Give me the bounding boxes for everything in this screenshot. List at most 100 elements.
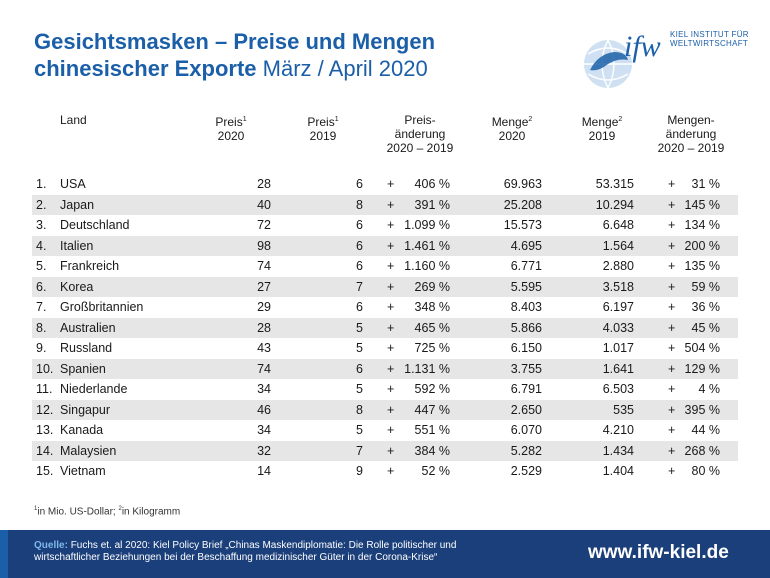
cell-land: Spanien	[60, 361, 106, 376]
table-row: 3. Deutschland 72 6 15.573 6.648 +1.099 % +134 …	[32, 215, 738, 235]
cell-preis2020: 74	[257, 259, 271, 273]
cell-mengeaend: 129 %	[684, 361, 720, 376]
cell-mengeaend: 504 %	[684, 341, 720, 355]
header-line: Preis	[215, 115, 243, 129]
logo-sub2: WELTWIRTSCHAFT	[670, 39, 749, 48]
header-menge2020: Menge2 2020	[476, 113, 548, 143]
footnote-sup2: 2	[118, 506, 122, 512]
cell-preis2020: 40	[257, 197, 271, 212]
cell-preis2019: 6	[356, 238, 363, 253]
cell-preis2019: 6	[356, 300, 363, 314]
cell-mengeaend: 45 %	[691, 320, 721, 335]
cell-menge2019: 2.880	[602, 259, 634, 273]
cell-preis2019: 6	[356, 218, 363, 232]
header-line: Menge	[581, 115, 619, 129]
cell-menge2020: 15.573	[503, 218, 542, 232]
cell-mengeaend: 59 %	[691, 279, 721, 294]
cell-preis2019: 6	[356, 259, 363, 273]
cell-rank: 6.	[36, 279, 47, 294]
table-row: 14. Malaysien 32 7 5.282 1.434 +384 % +268 %	[32, 440, 738, 461]
cell-preisaend: 447 %	[414, 402, 450, 417]
cell-menge2020: 2.650	[510, 402, 542, 417]
header-line: 2020 – 2019	[386, 141, 454, 155]
cell-preis2020: 46	[257, 402, 271, 417]
header-line: 2020	[498, 129, 526, 143]
header-line: änderung	[394, 127, 446, 141]
cell-rank: 2.	[36, 197, 47, 212]
cell-menge2019: 6.648	[602, 218, 634, 232]
website-link[interactable]: www.ifw-kiel.de	[588, 542, 729, 563]
cell-preis2019: 7	[356, 443, 363, 458]
cell-mengeaend: 31 %	[691, 177, 721, 191]
cell-mengeaend-sign: +	[668, 382, 676, 396]
cell-preis2020: 72	[257, 218, 271, 232]
cell-preis2019: 5	[356, 341, 363, 355]
ifw-globe-logo-icon: ifw	[584, 30, 661, 89]
header-sup: 1	[334, 116, 339, 123]
footnote: 1in Mio. US-Dollar; 2in Kilogramm	[34, 506, 180, 517]
cell-preisaend-sign: +	[387, 361, 395, 376]
cell-preisaend-sign: +	[387, 443, 395, 458]
cell-land: Kanada	[60, 423, 104, 437]
cell-menge2020: 5.595	[510, 279, 542, 294]
cell-preisaend: 384 %	[414, 443, 450, 458]
cell-preis2019: 6	[356, 361, 363, 376]
cell-land: Vietnam	[60, 464, 106, 478]
cell-mengeaend: 4 %	[698, 382, 720, 396]
header-preis2019: Preis1 2019	[292, 113, 354, 143]
cell-rank: 7.	[36, 300, 47, 314]
cell-menge2019: 10.294	[595, 197, 634, 212]
cell-preis2020: 34	[257, 382, 271, 396]
source-note: Quelle: Fuchs et. al 2020: Kiel Policy B…	[34, 540, 514, 564]
cell-mengeaend-sign: +	[668, 341, 676, 355]
cell-preisaend: 52 %	[421, 464, 451, 478]
cell-preis2019: 7	[356, 279, 363, 294]
cell-mengeaend-sign: +	[668, 464, 676, 478]
cell-menge2019: 1.434	[602, 443, 634, 458]
cell-preis2019: 8	[356, 197, 363, 212]
cell-mengeaend-sign: +	[668, 300, 676, 314]
cell-preisaend-sign: +	[387, 238, 395, 253]
title-subtitle: März / April 2020	[262, 56, 428, 81]
cell-mengeaend: 135 %	[684, 259, 720, 273]
header-line: Preis	[307, 115, 335, 129]
cell-preisaend-sign: +	[387, 177, 395, 191]
table-row: 6. Korea 27 7 5.595 3.518 +269 % +59 %	[32, 276, 738, 297]
cell-preisaend: 551 %	[414, 423, 450, 437]
cell-rank: 11.	[36, 382, 53, 396]
cell-preis2020: 34	[257, 423, 271, 437]
cell-menge2019: 3.518	[602, 279, 634, 294]
cell-preis2020: 27	[257, 279, 271, 294]
cell-preis2019: 5	[356, 320, 363, 335]
cell-preisaend-sign: +	[387, 341, 395, 355]
cell-menge2019: 535	[613, 402, 634, 417]
cell-preis2020: 14	[257, 464, 271, 478]
source-text: Fuchs et. al 2020: Kiel Policy Brief „Ch…	[34, 540, 457, 563]
cell-preis2020: 43	[257, 341, 271, 355]
header-preisaend: Preis-änderung 2020 – 2019	[375, 113, 465, 155]
table-row: 4. Italien 98 6 4.695 1.564 +1.461 % +200 %	[32, 235, 738, 256]
table-row: 13. Kanada 34 5 6.070 4.210 +551 % +44 %	[32, 420, 738, 440]
cell-preisaend-sign: +	[387, 320, 395, 335]
cell-rank: 10.	[36, 361, 54, 376]
cell-preis2020: 29	[257, 300, 271, 314]
cell-menge2019: 53.315	[595, 177, 634, 191]
cell-preisaend-sign: +	[387, 464, 395, 478]
cell-mengeaend: 80 %	[691, 464, 721, 478]
cell-preisaend: 1.099 %	[404, 218, 450, 232]
cell-mengeaend: 268 %	[684, 443, 720, 458]
header-sup: 2	[528, 116, 533, 123]
cell-preis2019: 6	[356, 177, 363, 191]
cell-preisaend-sign: +	[387, 382, 395, 396]
cell-menge2019: 1.404	[602, 464, 634, 478]
header-line: 2020	[217, 129, 245, 143]
cell-mengeaend-sign: +	[668, 320, 676, 335]
header-sup: 2	[618, 116, 623, 123]
cell-mengeaend-sign: +	[668, 443, 676, 458]
table-row: 5. Frankreich 74 6 6.771 2.880 +1.160 % +135 %	[32, 256, 738, 276]
cell-preis2019: 9	[356, 464, 363, 478]
cell-rank: 13.	[36, 423, 54, 437]
cell-land: Niederlande	[60, 382, 128, 396]
cell-mengeaend: 200 %	[684, 238, 720, 253]
cell-rank: 3.	[36, 218, 47, 232]
